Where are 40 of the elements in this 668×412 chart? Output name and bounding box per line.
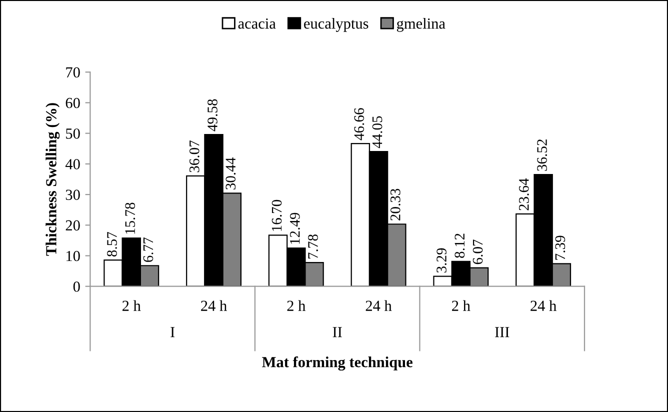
data-label: 44.05 [372,116,382,148]
legend-label: acacia [238,18,276,29]
legend-label: gmelina [396,18,446,32]
data-label: 3.29 [436,248,447,273]
data-label: 20.33 [390,188,400,220]
x-tick-label: 2 h [287,300,306,311]
x-tick-label: 24 h [201,300,227,311]
x-tick-label: 24 h [530,300,556,311]
y-tick-label: 60 [66,98,80,108]
data-label: 30.44 [226,158,236,190]
y-axis-title: Thickness Swelling (%) [46,103,60,256]
legend-label: eucalyptus [304,18,368,32]
y-tick-label: 50 [66,128,80,139]
y-tick-label: 0 [73,281,80,292]
data-label: 36.07 [189,140,200,172]
data-label: 46.66 [354,108,364,140]
data-label: 8.57 [107,232,117,256]
y-tick-label: 30 [66,190,80,200]
text: I [170,327,175,338]
data-label: 15.78 [125,202,136,234]
y-tick-label: 40 [65,159,80,170]
data-label: 23.64 [519,178,529,210]
y-tick-label: 70 [66,67,80,78]
data-label: 7.39 [555,236,566,260]
data-label: 49.58 [208,99,218,132]
text: II [332,327,342,338]
x-axis-title: Mat forming technique [262,356,412,371]
y-tick-label: 20 [66,220,80,231]
data-label: 16.70 [272,200,282,231]
x-tick-label: 2 h [452,300,470,311]
data-label: 36.52 [537,140,548,171]
data-label: 6.77 [143,237,154,262]
data-label: 6.07 [472,240,483,264]
data-label: 7.78 [308,234,318,259]
x-tick-label: 24 h [366,300,392,311]
data-label: 8.12 [454,234,465,258]
text: III [495,327,510,338]
x-tick-label: 2 h [122,300,141,311]
data-label: 12.49 [290,212,300,244]
y-tick-label: 10 [66,250,80,262]
